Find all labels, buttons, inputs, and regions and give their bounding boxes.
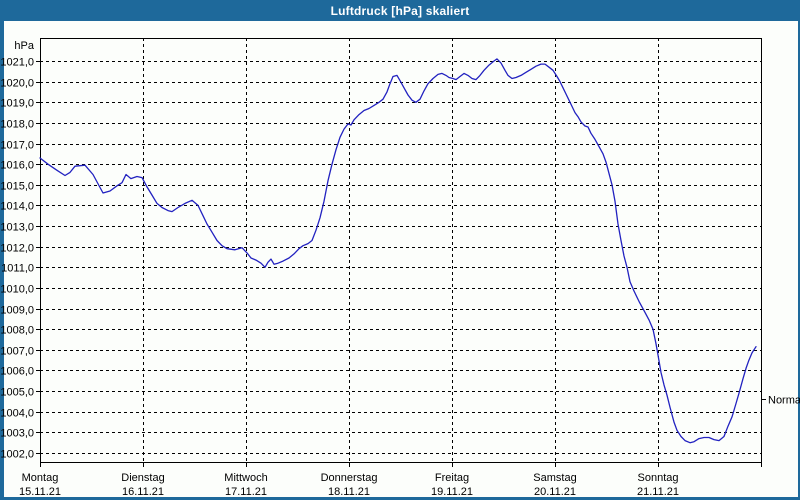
title-bar: Luftdruck [hPa] skaliert (0, 0, 800, 21)
x-tick-date-label: 20.11.21 (534, 486, 576, 498)
y-tick-label: 1012,0 (0, 243, 34, 255)
chart-background (4, 21, 798, 497)
y-tick-label: 1021,0 (0, 57, 34, 69)
y-tick-label: 1019,0 (0, 98, 34, 110)
x-tick-date-label: 17.11.21 (225, 486, 267, 498)
y-tick-label: 1018,0 (0, 119, 34, 131)
x-tick-date-label: 15.11.21 (19, 486, 61, 498)
x-tick-day-label: Donnerstag (321, 472, 378, 484)
x-tick-day-label: Montag (22, 472, 59, 484)
y-tick-label: 1003,0 (0, 428, 34, 440)
y-tick-label: 1016,0 (0, 160, 34, 172)
x-tick-day-label: Mittwoch (224, 472, 267, 484)
y-tick-label: 1017,0 (0, 140, 34, 152)
y-tick-label: 1009,0 (0, 305, 34, 317)
x-tick-date-label: 19.11.21 (431, 486, 473, 498)
x-tick-day-label: Freitag (435, 472, 469, 484)
y-tick-label: 1008,0 (0, 325, 34, 337)
x-tick-day-label: Sonntag (638, 472, 679, 484)
x-tick-day-label: Samstag (533, 472, 576, 484)
y-tick-label: 1004,0 (0, 408, 34, 420)
y-tick-label: 1015,0 (0, 181, 34, 193)
x-tick-day-label: Dienstag (121, 472, 164, 484)
x-tick-date-label: 18.11.21 (328, 486, 370, 498)
window-title: Luftdruck [hPa] skaliert (330, 3, 470, 18)
normal-label: Normal (768, 395, 800, 407)
y-tick-label: 1007,0 (0, 346, 34, 358)
y-tick-label: 1014,0 (0, 201, 34, 213)
y-tick-label: 1020,0 (0, 78, 34, 90)
x-tick-date-label: 21.11.21 (637, 486, 679, 498)
y-tick-label: 1011,0 (1, 263, 34, 275)
y-tick-label: 1010,0 (0, 284, 34, 296)
y-tick-label: 1002,0 (0, 449, 34, 461)
pressure-curve (39, 58, 757, 444)
plot-frame (40, 38, 762, 463)
y-axis-unit-label: hPa (14, 40, 34, 52)
x-tick-date-label: 16.11.21 (122, 486, 164, 498)
y-tick-label: 1006,0 (0, 366, 34, 378)
y-tick-label: 1013,0 (0, 222, 34, 234)
y-tick-label: 1005,0 (0, 387, 34, 399)
